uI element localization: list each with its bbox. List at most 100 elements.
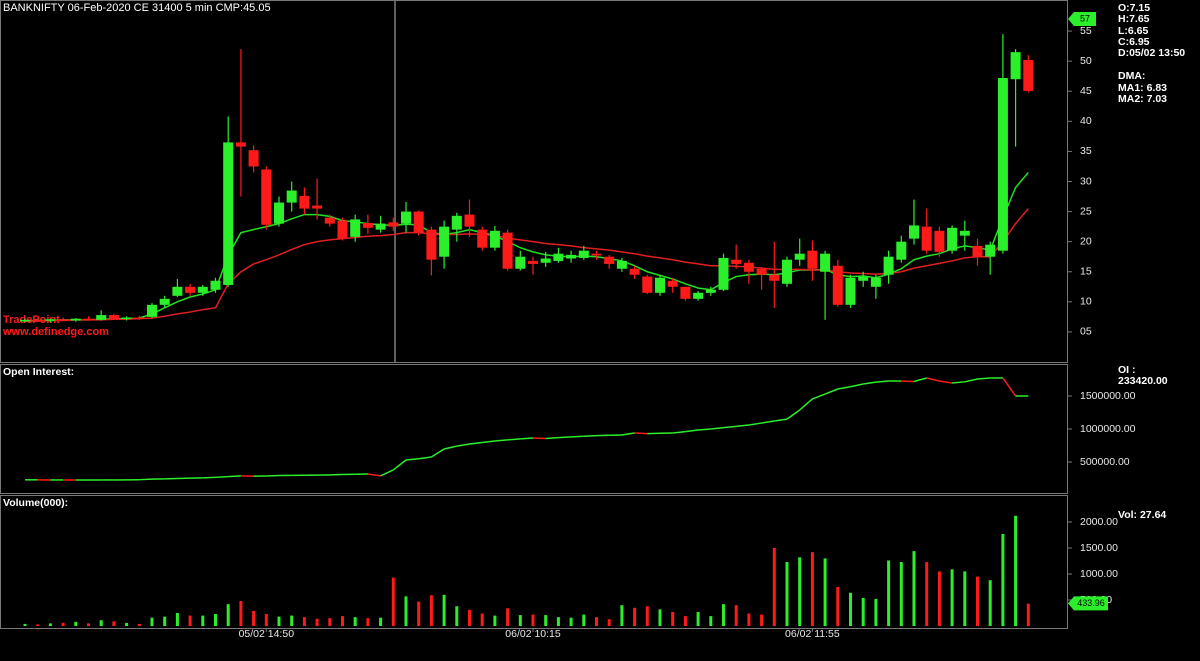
volume-bar [950,569,954,626]
volume-bar [823,558,827,626]
y-tick-label: 15 [1080,266,1092,278]
oi-segment [545,436,559,440]
volume-bar [1001,533,1005,626]
candle-body [934,230,945,252]
candle-body [83,318,94,321]
candle-body [642,276,653,293]
oi-segment [532,437,546,440]
candle-body [1023,59,1034,91]
oi-segment [558,436,572,439]
y-tick-label: 25 [1080,205,1092,217]
candle-body [578,250,589,258]
candle-body [286,190,297,203]
volume-bar [518,615,522,626]
oi-segment [494,439,508,442]
volume-bar [137,623,141,626]
volume-bar [48,623,52,626]
oi-segment [736,424,749,428]
oi-segment [202,476,216,479]
volume-bar [188,615,192,626]
chart-title: BANKNIFTY 06-Feb-2020 CE 31400 5 min CMP… [3,2,271,14]
volume-bar [277,616,281,626]
volume-bar [290,615,294,626]
candle-body [147,304,157,317]
volume-bar [379,617,383,626]
candle-body [401,211,411,224]
volume-panel [0,495,1068,629]
candle-body [223,142,234,285]
candle-body [248,150,259,167]
volume-bar [112,621,116,626]
candle-body [604,256,615,264]
y-tick-label: 30 [1080,175,1092,187]
volume-bar [239,601,243,626]
volume-bar [442,594,446,626]
candle-body [693,292,704,299]
candle-body [451,215,462,230]
volume-bar [709,616,713,626]
volume-bar [99,620,103,626]
last-value-label: 57 [1080,13,1090,23]
candle-body [197,286,208,293]
y-tick-label: 2000.00 [1080,516,1118,528]
candle-body [832,265,843,305]
volume-bar [645,606,649,626]
volume-bar [798,557,802,626]
last-value-badge [1068,596,1108,611]
oi-segment [443,445,457,450]
candle-body [883,256,894,275]
volume-bar [429,595,433,626]
volume-bar [633,607,637,626]
volume-bar [595,617,598,626]
volume-bar [696,611,700,626]
candle-body [782,259,792,284]
candle-body [134,317,145,319]
volume-bar [468,609,471,626]
oi-panel [0,364,1068,494]
oi-segment [761,420,775,424]
info-open: O:7.15 [1118,2,1150,14]
candle-body [159,298,170,305]
oi-segment [774,418,788,422]
volume-bar [353,617,357,626]
watermark-url: www.definedge.com [2,326,109,338]
oi-segment [799,398,813,411]
oi-segment [812,393,826,400]
candle-body [616,260,627,269]
oi-segment [482,440,495,444]
x-tick-label: 06/02 10:15 [505,628,561,640]
candle-body [324,217,335,224]
volume-bar [480,613,484,626]
last-value-label: 433.96 [1077,598,1105,608]
volume-bar [150,617,154,626]
candle-body [108,315,119,319]
info-date: D:05/02 13:50 [1118,47,1185,59]
volume-bar [556,617,560,626]
oi-segment [392,459,407,471]
y-tick-label: 35 [1080,145,1092,157]
oi-segment [786,409,801,420]
candle-body [566,254,577,259]
oi-segment [710,426,724,430]
volume-panel-title: Volume(000): [3,497,68,509]
oi-segment [507,438,521,441]
candle-body [528,260,538,264]
candle-body [388,222,399,227]
volume-bar [582,614,586,626]
info-close: C:6.95 [1118,36,1150,48]
volume-bar [404,596,408,626]
oi-segment [952,381,965,384]
volume-bar [163,616,167,626]
candle-body [185,286,196,293]
volume-bar [531,614,535,626]
info-dma-title: DMA: [1118,70,1145,82]
volume-bar [925,562,929,626]
oi-segment [824,388,839,395]
volume-bar [201,615,205,626]
y-tick-label: 50 [1080,55,1092,67]
volume-bar [315,618,319,626]
candle-body [591,253,602,256]
oi-segment [863,381,877,385]
candle-body [756,268,767,275]
candle-body [172,286,183,296]
